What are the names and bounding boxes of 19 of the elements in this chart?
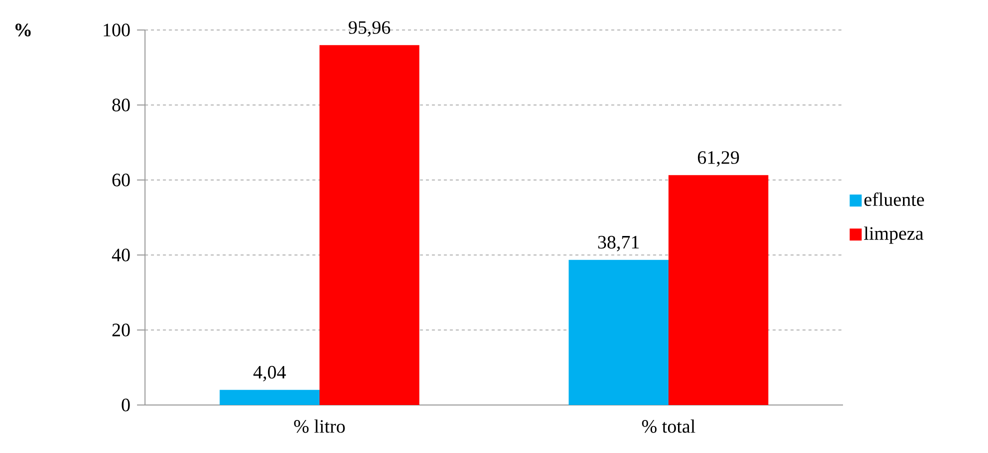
bar xyxy=(568,260,669,405)
legend-label: efluente xyxy=(864,192,924,206)
legend-label: limpeza xyxy=(864,226,924,244)
data-label: 4,04 xyxy=(253,366,286,382)
y-tick-label: 60 xyxy=(112,174,130,186)
x-tick-label: % total xyxy=(642,419,696,433)
data-label: 95,96 xyxy=(348,21,390,37)
bar xyxy=(668,175,768,405)
bar xyxy=(320,45,420,405)
y-tick-label: 20 xyxy=(112,324,130,336)
data-label: 38,71 xyxy=(598,236,639,252)
y-tick-label: 80 xyxy=(112,98,130,112)
data-label: 61,29 xyxy=(698,151,739,167)
y-tick-label: 40 xyxy=(112,248,130,262)
x-tick-label: % litro xyxy=(294,419,345,433)
y-tick-label: 100 xyxy=(104,24,130,36)
bar xyxy=(220,390,320,405)
y-axis-title: % xyxy=(15,24,31,36)
y-tick-label: 0 xyxy=(122,398,130,412)
